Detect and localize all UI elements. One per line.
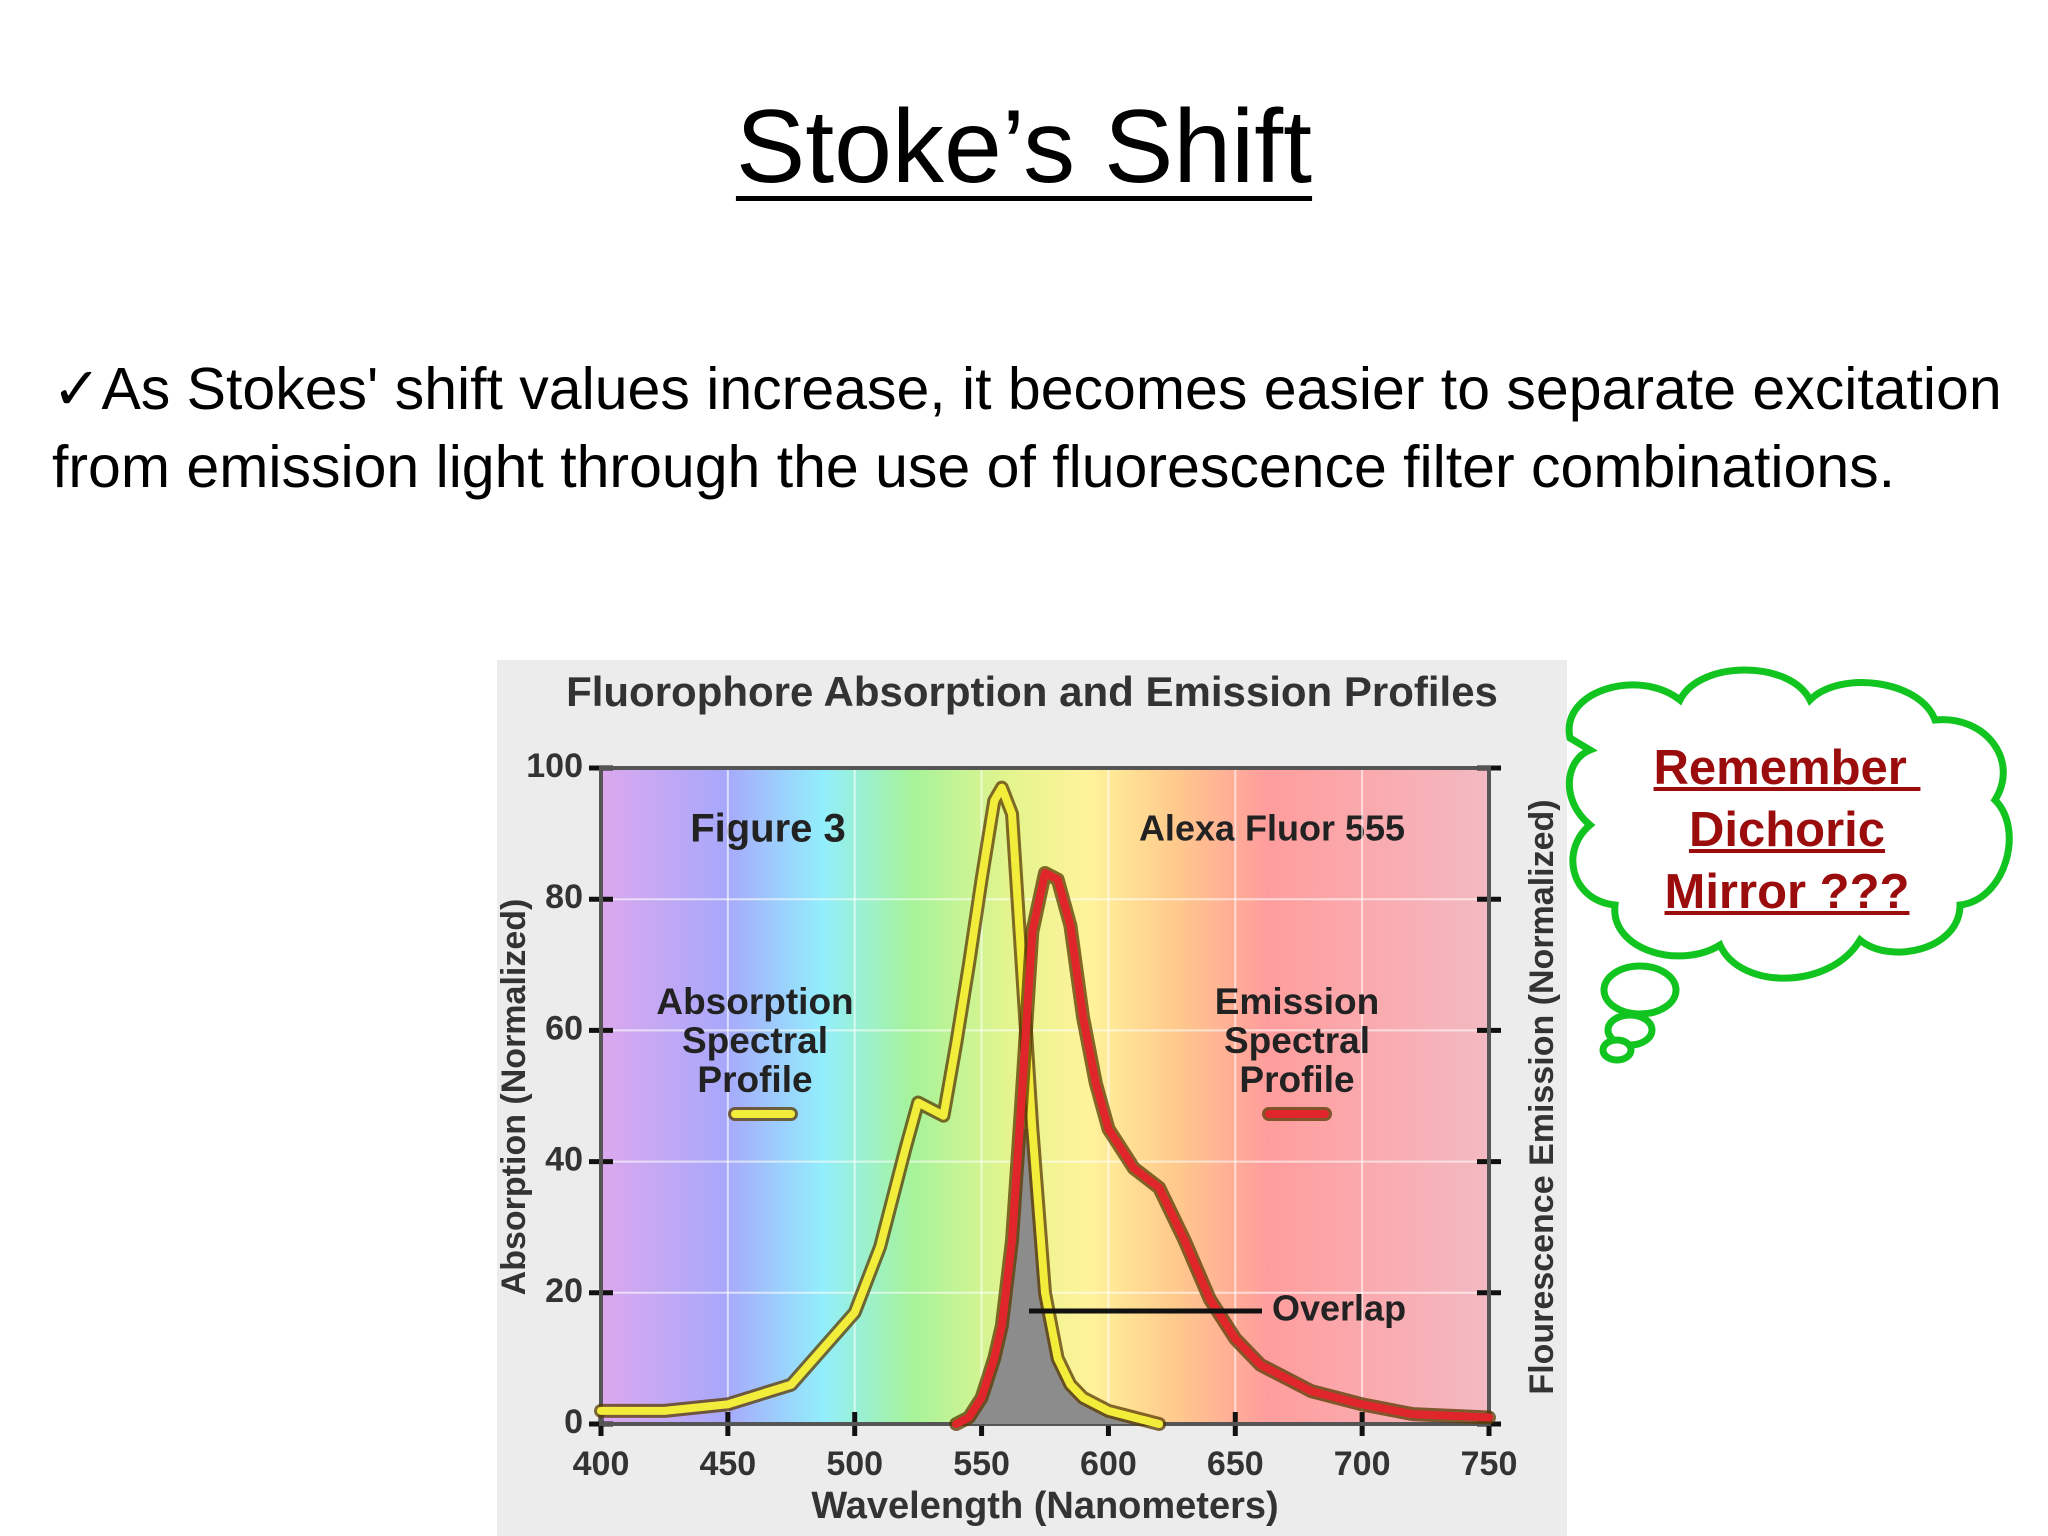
bullet-text: As Stokes' shift values increase, it bec… [52,356,2002,500]
x-tick-label: 400 [573,1445,630,1483]
y-tick-label: 80 [545,878,583,916]
chart-title: Fluorophore Absorption and Emission Prof… [566,668,1498,715]
annotation: Alexa Fluor 555 [1139,808,1405,849]
y2-axis-label: Flourescence Emission (Normalized) [1523,799,1561,1394]
bullet: ✓As Stokes' shift values increase, it be… [52,350,2027,506]
y-tick-label: 0 [564,1403,583,1441]
overlap-area [956,1128,1160,1424]
legend-label: Absorption Spectral Profile [656,981,854,1100]
x-tick-label: 450 [699,1445,756,1483]
bubble-text: Remember [1653,741,1921,795]
x-axis-label: Wavelength (Nanometers) [811,1485,1278,1527]
x-tick-label: 700 [1334,1445,1391,1483]
line [597,783,1164,1428]
annotation: Overlap [1272,1288,1406,1329]
y-tick-label: 60 [545,1009,583,1047]
legend-label: Emission Spectral Profile [1214,981,1380,1100]
thought-bubble [1565,666,2013,982]
bubble-text: Mirror ??? [1664,865,1910,919]
y-tick-label: 100 [526,747,583,785]
bubble-text: Dichoric [1688,803,1886,857]
bullet-marker: ✓ [52,356,102,422]
x-tick-label: 750 [1461,1445,1518,1483]
x-tick-label: 500 [826,1445,883,1483]
line [952,868,1493,1428]
y-tick-label: 40 [545,1141,583,1179]
y-axis-label: Absorption (Normalized) [495,899,533,1296]
slide-title: Stoke’s Shift [735,89,1313,205]
annotation: Figure 3 [690,807,846,851]
y-tick-label: 20 [545,1272,583,1310]
x-tick-label: 650 [1207,1445,1264,1483]
bubble-dot [1600,962,1680,1018]
x-tick-label: 600 [1080,1445,1137,1483]
bubble-dot [1599,1036,1635,1064]
x-tick-label: 550 [953,1445,1010,1483]
